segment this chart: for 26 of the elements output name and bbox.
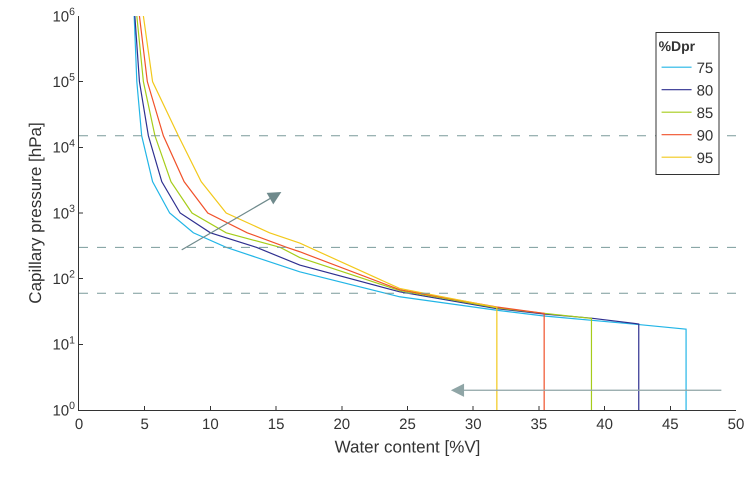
x-tick-label: 40 <box>596 416 613 433</box>
x-tick-label: 30 <box>464 416 482 433</box>
x-tick-label: 5 <box>140 416 149 433</box>
y-tick-label: 10$^{1}$ <box>52 334 76 354</box>
legend-label: 90 <box>696 128 714 145</box>
legend-title: %Dpr <box>658 38 696 54</box>
x-tick-label: 15 <box>268 416 284 433</box>
x-tick-label: 50 <box>728 416 744 433</box>
x-tick-label: 20 <box>333 416 350 433</box>
x-tick-label: 10 <box>202 416 219 433</box>
x-tick-label: 25 <box>399 416 416 433</box>
legend-label: 95 <box>696 150 714 168</box>
x-axis-title: Water content [%V] <box>334 437 480 456</box>
legend-label: 85 <box>696 105 714 122</box>
y-axis-title: Capillary pressure [hPa] <box>26 122 46 304</box>
y-tick-label: 10$^{5}$ <box>52 72 76 91</box>
y-tick-label: 10$^{4}$ <box>52 137 76 157</box>
y-tick-label: 10$^{6}$ <box>52 6 76 26</box>
x-tick-label: 45 <box>662 416 679 433</box>
y-tick-label: 10$^{2}$ <box>52 268 76 288</box>
legend-label: 75 <box>696 60 714 78</box>
x-tick-label: 35 <box>530 416 548 433</box>
y-tick-label: 10$^{0}$ <box>52 400 76 420</box>
y-tick-label: 10$^{3}$ <box>52 202 76 222</box>
x-tick-label: 0 <box>74 416 84 433</box>
legend-label: 80 <box>696 82 714 100</box>
